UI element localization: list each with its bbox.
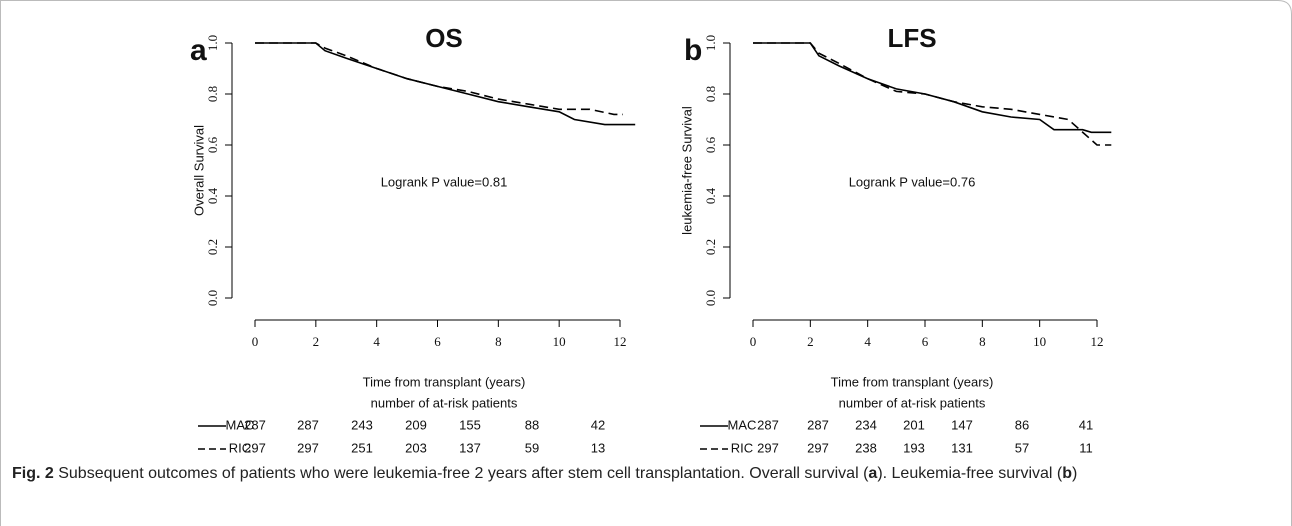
x-tick-label: 10 [553,334,566,349]
legend-label: MAC [728,417,757,432]
caption-label: Fig. 2 [12,465,54,482]
y-tick-label: 0.8 [205,86,220,102]
legend-label: MAC [226,417,255,432]
x-tick-label: 6 [434,334,441,349]
x-tick-label: 2 [313,334,320,349]
risk-title: number of at-risk patients [371,395,518,410]
at-risk-count: 297 [807,440,829,455]
panel-letter: a [190,34,207,67]
x-tick-label: 6 [922,334,929,349]
annotation: Logrank P value=0.81 [381,174,508,189]
caption-text: b [1062,465,1073,482]
survival-curve [753,42,1112,134]
chart-title: OS [425,23,463,53]
legend-label: RIC [731,440,753,455]
x-tick-label: 0 [750,334,757,349]
at-risk-count: 137 [459,440,481,455]
at-risk-count: 13 [591,440,605,455]
x-tick-label: 8 [979,334,986,349]
chart-title: LFS [887,23,936,53]
caption-text: ) [1072,465,1078,482]
y-tick-label: 0.8 [703,86,718,102]
x-axis-label: Time from transplant (years) [363,374,526,389]
x-axis-label: Time from transplant (years) [831,374,994,389]
x-tick-label: 4 [373,334,380,349]
at-risk-count: 251 [351,440,373,455]
x-tick-label: 12 [614,334,627,349]
caption-text: Subsequent outcomes of patients who were… [58,465,869,482]
caption-text: a [868,465,878,482]
at-risk-count: 287 [757,417,779,432]
at-risk-count: 59 [525,440,539,455]
annotation: Logrank P value=0.76 [849,174,976,189]
y-tick-label: 0.4 [703,187,718,204]
caption: Fig. 2 Subsequent outcomes of patients w… [12,462,1277,486]
at-risk-count: 42 [591,417,605,432]
y-axis-label: leukemia-free Survival [679,106,694,235]
risk-title: number of at-risk patients [839,395,986,410]
at-risk-count: 86 [1015,417,1029,432]
at-risk-count: 287 [807,417,829,432]
at-risk-count: 297 [297,440,319,455]
y-tick-label: 0.0 [703,290,718,306]
at-risk-count: 57 [1015,440,1029,455]
x-tick-label: 0 [252,334,259,349]
at-risk-count: 155 [459,417,481,432]
at-risk-count: 209 [405,417,427,432]
x-tick-label: 8 [495,334,502,349]
y-tick-label: 0.2 [205,239,220,255]
at-risk-count: 243 [351,417,373,432]
legend-label: RIC [229,440,251,455]
at-risk-count: 41 [1079,417,1093,432]
y-tick-label: 0.0 [205,290,220,306]
at-risk-count: 297 [244,440,266,455]
y-tick-label: 0.2 [703,239,718,255]
y-tick-label: 0.6 [703,136,718,153]
survival-curve [753,42,1112,146]
at-risk-count: 203 [405,440,427,455]
at-risk-count: 238 [855,440,877,455]
panel-letter: b [684,34,702,67]
x-tick-label: 12 [1091,334,1104,349]
y-tick-label: 1.0 [205,35,220,51]
at-risk-count: 147 [951,417,973,432]
survival-curve [255,42,623,116]
x-tick-label: 10 [1033,334,1046,349]
at-risk-count: 287 [244,417,266,432]
at-risk-count: 234 [855,417,877,432]
at-risk-count: 11 [1079,440,1093,455]
at-risk-count: 297 [757,440,779,455]
x-tick-label: 4 [864,334,871,349]
at-risk-count: 287 [297,417,319,432]
caption-text: ). Leukemia-free survival ( [877,465,1063,482]
y-tick-label: 0.4 [205,187,220,204]
x-tick-label: 2 [807,334,814,349]
y-axis-label: Overall Survival [191,125,206,216]
at-risk-count: 88 [525,417,539,432]
at-risk-count: 193 [903,440,925,455]
y-tick-label: 1.0 [703,35,718,51]
at-risk-count: 201 [903,417,925,432]
survival-curve [255,42,636,126]
y-tick-label: 0.6 [205,136,220,153]
at-risk-count: 131 [951,440,973,455]
